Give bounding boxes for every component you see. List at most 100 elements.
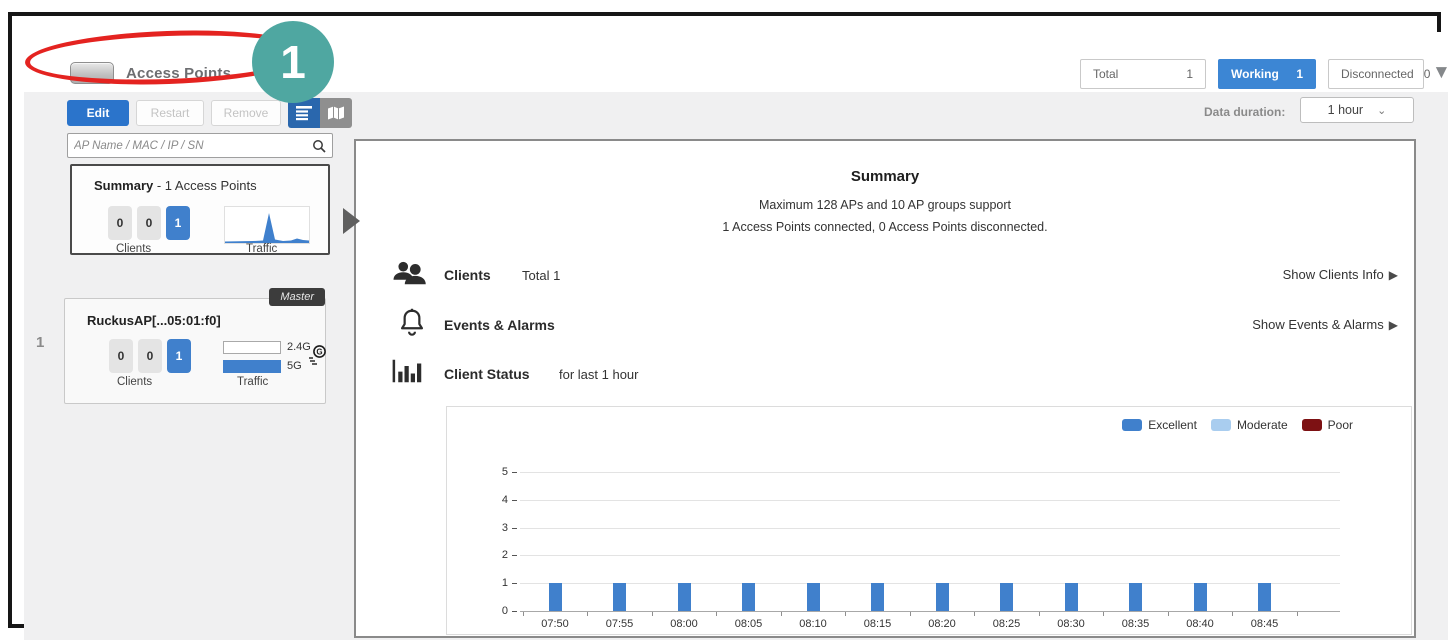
x-axis-label: 08:40 (1186, 618, 1214, 630)
x-axis-label: 08:10 (799, 618, 827, 630)
summary-card[interactable]: Summary - 1 Access Points 0 0 1 Clients … (70, 164, 330, 255)
summary-card-title: Summary - 1 Access Points (94, 178, 257, 193)
clients-total: Total 1 (522, 268, 561, 283)
rf-channel-icon: G (309, 345, 326, 365)
list-view-toggle[interactable] (288, 98, 320, 128)
y-axis-tick (512, 472, 517, 473)
client-count-box-active: 1 (167, 339, 191, 373)
collapse-panel-icon[interactable]: ▼ (1432, 62, 1448, 83)
legend-item: Poor (1301, 418, 1353, 432)
x-axis-tick (1103, 612, 1105, 616)
counter-disconnected-label: Disconnected (1341, 67, 1414, 81)
x-axis-tick (1167, 612, 1169, 616)
x-axis-line (520, 611, 1340, 612)
traffic-sparkline (224, 206, 310, 244)
x-axis-tick (845, 612, 847, 616)
y-axis-label: 4 (501, 493, 508, 506)
chart-bar-excellent (742, 583, 755, 611)
x-axis-tick (780, 612, 782, 616)
chevron-down-icon: ⌄ (1377, 104, 1387, 117)
summary-line-2: 1 Access Points connected, 0 Access Poin… (722, 220, 1048, 234)
ap-card[interactable]: Master RuckusAP[...05:01:f0] 0 0 1 Clien… (64, 288, 326, 404)
legend-item: Moderate (1210, 418, 1288, 432)
chart-bar-excellent (806, 583, 820, 611)
client-count-box: 0 (137, 206, 161, 240)
chart-bar-excellent (613, 583, 626, 611)
events-row-label: Events & Alarms (444, 317, 555, 333)
legend-label: Moderate (1236, 418, 1288, 432)
status-row-label: Client Status (444, 366, 530, 382)
chart-bar-excellent (1129, 583, 1142, 611)
client-status-chart: Excellent Moderate Poor 0 1 2 3 4 5 07:50 07:55 08… (446, 406, 1412, 635)
gridline (520, 527, 1340, 529)
x-axis-label: 08:05 (734, 618, 763, 630)
counter-total-label: Total (1093, 67, 1119, 81)
master-badge: Master (269, 288, 325, 306)
ap-clients-label: Clients (117, 376, 153, 388)
client-count-box: 0 (109, 339, 133, 373)
show-clients-info-text: Show Clients Info (1282, 267, 1384, 282)
x-axis-label: 08:20 (928, 618, 956, 630)
gridline (520, 583, 1340, 585)
y-axis-label: 5 (501, 466, 508, 478)
legend-swatch (1210, 419, 1231, 431)
x-axis-label: 08:25 (992, 618, 1021, 630)
x-axis-label: 07:55 (605, 618, 634, 630)
screenshot-frame: Access Points Total 1 Working 1 Disconne… (8, 12, 1448, 640)
show-events-alarms-link[interactable]: Show Events & Alarms ▶ (1252, 317, 1398, 332)
x-axis-label: 08:00 (670, 618, 698, 630)
counter-working[interactable]: Working 1 (1218, 59, 1316, 89)
y-axis-label: 2 (501, 549, 508, 562)
map-view-toggle[interactable] (320, 98, 352, 128)
chart-bar-excellent (871, 583, 884, 611)
main-panel: Summary Maximum 128 APs and 10 AP groups… (354, 139, 1416, 638)
show-clients-info-link[interactable]: Show Clients Info ▶ (1283, 267, 1398, 282)
summary-card-title-bold: Summary (94, 178, 154, 193)
x-axis-label: 08:15 (863, 618, 892, 630)
chart-bar-excellent (1258, 583, 1271, 611)
legend-label: Excellent (1148, 418, 1197, 432)
legend-swatch (1122, 419, 1143, 431)
bell-icon (400, 308, 424, 336)
band-2-4g-label: 2.4G (287, 341, 311, 353)
y-axis-tick (512, 583, 517, 585)
edit-button[interactable]: Edit (67, 100, 129, 126)
x-axis-tick (974, 612, 976, 616)
ap-client-boxes: 0 0 1 (109, 339, 191, 373)
counter-total[interactable]: Total 1 (1080, 59, 1206, 89)
y-axis-tick (512, 527, 517, 529)
chart-bar-excellent (1064, 583, 1078, 611)
client-count-box-active: 1 (166, 206, 190, 240)
gridline (520, 499, 1340, 501)
map-view-icon (328, 106, 344, 120)
header-bar: Access Points Total 1 Working 1 Disconne… (24, 32, 1448, 92)
page-title: Access Points (126, 65, 232, 82)
summary-clients-label: Clients (116, 243, 152, 255)
chart-legend: Excellent Moderate Poor (1122, 418, 1353, 432)
link-arrow-icon: ▶ (1388, 267, 1398, 282)
ap-traffic-label: Traffic (237, 376, 269, 388)
counter-working-count: 1 (1296, 67, 1303, 81)
data-duration-value: 1 hour (1327, 103, 1364, 117)
y-axis-tick (512, 611, 517, 612)
chart-bar-excellent (1193, 583, 1207, 611)
x-axis-tick (587, 612, 589, 616)
summary-client-boxes: 0 0 1 (108, 206, 190, 240)
counter-disconnected[interactable]: Disconnected 0 (1328, 59, 1430, 89)
chart-bar-excellent (1000, 583, 1013, 611)
link-arrow-icon: ▶ (1388, 317, 1398, 332)
x-axis-label: 08:45 (1250, 618, 1279, 630)
clients-row-label: Clients (444, 267, 491, 283)
remove-button[interactable]: Remove (211, 100, 281, 126)
restart-button[interactable]: Restart (136, 100, 204, 126)
traffic-bar-2-4g (223, 341, 281, 354)
svg-text:G: G (316, 348, 322, 357)
gridline (520, 555, 1340, 557)
client-count-box: 0 (138, 339, 162, 373)
data-duration-select[interactable]: 1 hour ⌄ (1300, 97, 1414, 123)
x-axis-label: 07:50 (541, 618, 569, 630)
y-axis-tick (512, 499, 517, 501)
ap-search-input[interactable] (74, 139, 312, 152)
x-axis-label: 08:35 (1121, 618, 1150, 630)
